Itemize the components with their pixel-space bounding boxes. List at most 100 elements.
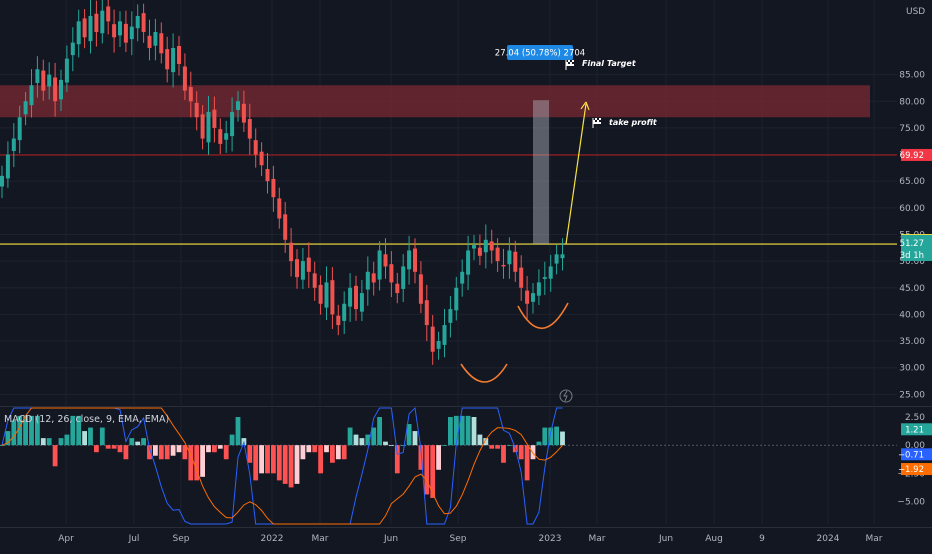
candle-body: [35, 69, 40, 84]
time-tick: Mar: [866, 534, 883, 544]
macd-histogram-bar: [188, 445, 194, 481]
candle-body: [371, 273, 376, 283]
price-tick: 60.00: [899, 204, 925, 214]
grid: [0, 0, 932, 528]
candle-body: [348, 287, 353, 307]
macd-histogram-bar: [229, 434, 235, 446]
candle-body: [165, 49, 170, 70]
macd-histogram-bar: [235, 417, 241, 446]
macd-histogram-bar: [430, 445, 436, 498]
candle-body: [424, 300, 429, 326]
candle-body: [129, 26, 134, 40]
candle-body: [312, 273, 317, 288]
time-tick: 2022: [261, 534, 284, 544]
candle-body: [200, 114, 205, 139]
candle-body: [560, 254, 565, 259]
macd-histogram-bar: [471, 417, 477, 446]
macd-tick: 2.50: [905, 413, 925, 423]
signal-line: [1, 407, 563, 525]
candle-body: [430, 326, 435, 352]
candle-body: [554, 254, 559, 264]
time-tick: Jun: [383, 534, 398, 544]
macd-histogram-bar: [164, 445, 170, 460]
macd-histogram-bar: [29, 415, 34, 446]
price-tick: 85.00: [899, 71, 925, 81]
candle-body: [483, 239, 488, 253]
candle-body: [206, 111, 211, 143]
macd-histogram-bar: [477, 434, 483, 446]
macd-histogram-bar: [35, 415, 40, 446]
candle-body: [436, 341, 441, 349]
candle-body: [542, 277, 547, 279]
macd-histogram-bar: [82, 431, 87, 446]
candle-body: [283, 214, 288, 240]
macd-histogram-bar: [253, 445, 259, 481]
signal-line-tag-bg: [901, 463, 932, 476]
macd-histogram-bar: [548, 427, 554, 446]
macd-histogram-bar: [52, 445, 58, 467]
lightning-icon: [559, 389, 573, 403]
macd-histogram-bar: [94, 445, 99, 453]
candle-body: [218, 129, 223, 144]
macd-histogram-bar: [489, 445, 495, 449]
price-tick: 30.00: [899, 364, 925, 374]
last-price-tag: 51.27: [900, 239, 924, 249]
countdown-tag: 3d 1h: [900, 251, 924, 261]
candles-layer[interactable]: [0, 0, 565, 365]
candle-body: [460, 271, 465, 284]
macd-histogram-bar: [23, 415, 28, 446]
time-tick: 2024: [817, 534, 840, 544]
candle-body: [507, 250, 512, 265]
candle-body: [401, 266, 406, 289]
final-target-flag-icon: [565, 60, 574, 70]
price-tick: 65.00: [899, 177, 925, 187]
price-tick: 80.00: [899, 97, 925, 107]
macd-histogram-bar: [212, 445, 217, 453]
macd-histogram-bar: [377, 417, 382, 446]
candle-body: [247, 119, 252, 139]
target-zone-layer: [0, 85, 897, 245]
macd-histogram-bar: [507, 445, 512, 446]
macd-histogram-bar: [217, 445, 223, 449]
level-price-tag-bg: [901, 148, 932, 161]
macd-histogram-bar: [412, 431, 418, 446]
macd-histogram-bar: [347, 427, 353, 446]
macd-histogram-bar: [383, 441, 388, 446]
candle-body: [525, 290, 530, 304]
candle-body: [212, 109, 217, 128]
price-tick: 40.00: [899, 310, 925, 320]
candle-body: [477, 247, 482, 256]
macd-pane[interactable]: [0, 406, 897, 525]
macd-histogram-bar: [194, 445, 200, 481]
macd-tick: 0.00: [905, 441, 925, 451]
macd-line: [1, 406, 563, 525]
candle-body: [536, 282, 541, 296]
candle-body: [318, 284, 323, 304]
candle-body: [59, 79, 63, 100]
candle-body: [548, 266, 553, 279]
macd-histogram-bar: [5, 431, 11, 446]
candle-body: [159, 33, 164, 54]
macd-histogram-bar: [70, 415, 76, 446]
time-tick: Jul: [128, 534, 140, 544]
candle-body: [442, 325, 447, 345]
macd-histogram-bar: [294, 445, 300, 484]
macd-histogram-bar: [271, 445, 276, 474]
macd-histogram-bar: [123, 445, 129, 460]
candle-body: [47, 74, 52, 87]
macd-histogram-bar: [11, 420, 17, 446]
candle-body: [330, 280, 335, 315]
last-price-tag-bg: [901, 235, 932, 261]
candle-body: [82, 18, 87, 38]
macd-histogram-bar: [501, 445, 506, 463]
candle-body: [495, 247, 500, 262]
take-profit-annotation: take profit: [609, 118, 658, 127]
candle-body: [171, 47, 176, 73]
candle-body: [76, 21, 81, 45]
time-tick: Aug: [705, 534, 723, 544]
axis-layer: 25.0030.0035.0040.0045.0050.0055.0060.00…: [58, 7, 932, 544]
candle-body: [295, 259, 299, 278]
